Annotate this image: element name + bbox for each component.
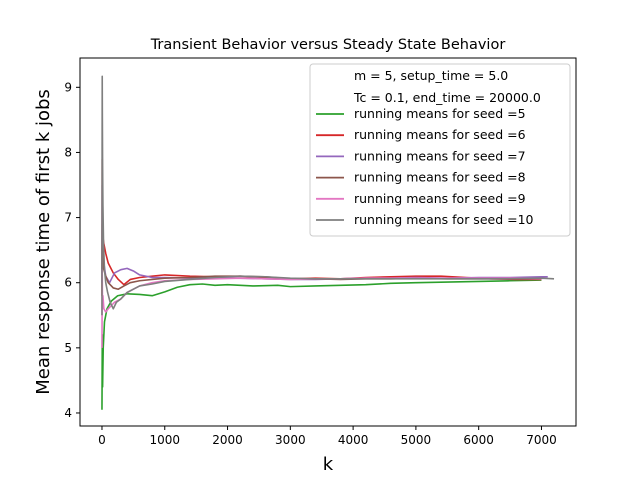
legend-label-4: running means for seed =8 [354,170,526,185]
legend-label-2: running means for seed =6 [354,127,526,142]
x-axis-title: k [323,454,334,475]
y-axis: 4 5 6 7 8 9 [64,80,80,420]
y-tick-label-5: 9 [64,80,72,94]
series-line-6 [101,75,555,316]
legend-label-6: running means for seed =10 [354,212,534,227]
x-tick-label-1: 1000 [149,433,180,447]
chart-title: Transient Behavior versus Steady State B… [150,37,506,53]
legend-entries: running means for seed =5 running means f… [316,106,534,227]
x-tick-label-4: 4000 [338,433,369,447]
y-tick-label-3: 7 [64,211,72,225]
x-tick-label-0: 0 [98,433,106,447]
x-tick-label-7: 7000 [526,433,557,447]
x-tick-label-5: 5000 [401,433,432,447]
legend-label-5: running means for seed =9 [354,191,526,206]
series-lines [101,75,555,410]
x-tick-label-3: 3000 [275,433,306,447]
legend-header-line-2: Tc = 0.1, end_time = 20000.0 [353,90,541,105]
x-axis: 0 1000 2000 3000 4000 5000 6000 7000 [98,426,557,447]
x-tick-label-2: 2000 [212,433,243,447]
series-line-2 [101,158,542,296]
legend-label-3: running means for seed =7 [354,148,526,163]
legend-box [309,63,571,237]
y-tick-label-2: 6 [64,276,72,290]
legend-header-line-1: m = 5, setup_time = 5.0 [354,68,508,83]
plot-frame [79,57,577,427]
y-tick-label-1: 5 [64,341,72,355]
y-tick-label-4: 8 [64,145,72,159]
series-line-1 [101,279,542,410]
y-axis-title: Mean response time of first k jobs [33,89,54,395]
legend-label-1: running means for seed =5 [354,106,526,121]
legend: m = 5, setup_time = 5.0 Tc = 0.1, end_ti… [309,63,571,237]
y-tick-label-0: 4 [64,406,72,420]
x-tick-label-6: 6000 [463,433,494,447]
